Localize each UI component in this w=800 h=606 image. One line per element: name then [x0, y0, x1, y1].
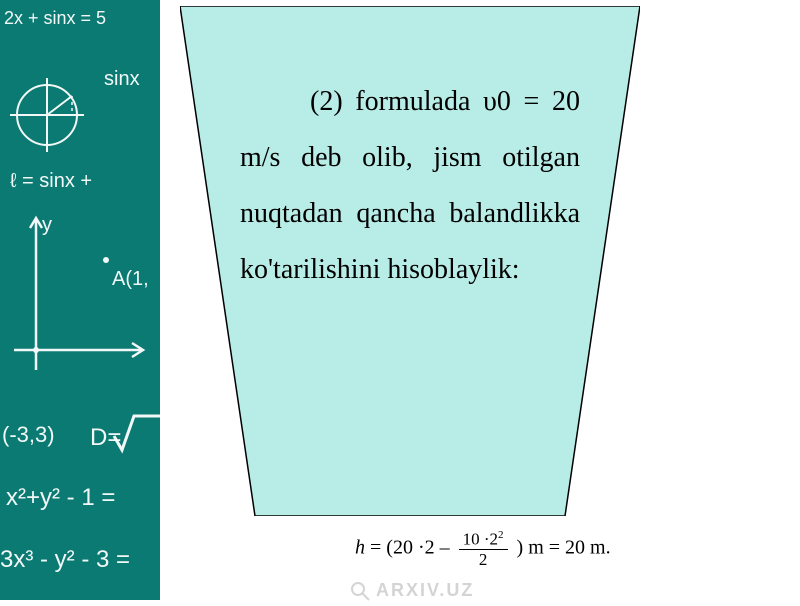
chalk-quad: x²+y² - 1 = [6, 484, 115, 512]
chalk-y-label: y [42, 214, 52, 237]
unit-circle-icon [6, 74, 88, 156]
chalkboard-sidebar: 2x + sinx = 5 sinx ℓ = sinx + y A(1, (-3… [0, 0, 160, 600]
chalk-eq-1: 2x + sinx = 5 [4, 8, 106, 29]
chalk-cubic: 3x³ - y² - 3 = [0, 546, 130, 574]
magnifier-icon [350, 581, 370, 601]
body-text: (2) formulada υ0 = 20 m/s deb olib, jism… [240, 74, 580, 298]
body-text-content: (2) formulada υ0 = 20 m/s deb olib, jism… [240, 86, 580, 285]
equation: h = (20 ·2 – 10 ·22 2 ) m = 20 m. [355, 530, 755, 568]
equation-fraction: 10 ·22 2 [459, 530, 508, 568]
equation-frac-num-sup: 2 [498, 529, 504, 541]
watermark: ARXIV.UZ [350, 580, 474, 601]
equation-frac-den: 2 [459, 550, 508, 568]
radical-icon [112, 410, 160, 456]
equation-frac-num: 10 ·2 [463, 530, 498, 549]
watermark-text: ARXIV.UZ [376, 580, 474, 601]
chalk-sinx: sinx [104, 68, 140, 91]
equation-open: = (20 ·2 – [370, 536, 450, 558]
chalk-l-eq: ℓ = sinx + [10, 170, 92, 193]
equation-close: ) m = 20 m. [517, 536, 611, 558]
axes-icon [6, 210, 146, 380]
main-area: ARXIV.UZ ARXIV.UZ ARXIV.UZ ARXIV.UZ ARXI… [160, 0, 800, 600]
equation-var-h: h [355, 536, 365, 558]
chalk-A-label: A(1, [112, 268, 149, 291]
chalk-coords: (-3,3) [2, 422, 55, 448]
trapezoid-card: (2) formulada υ0 = 20 m/s deb olib, jism… [180, 6, 640, 516]
